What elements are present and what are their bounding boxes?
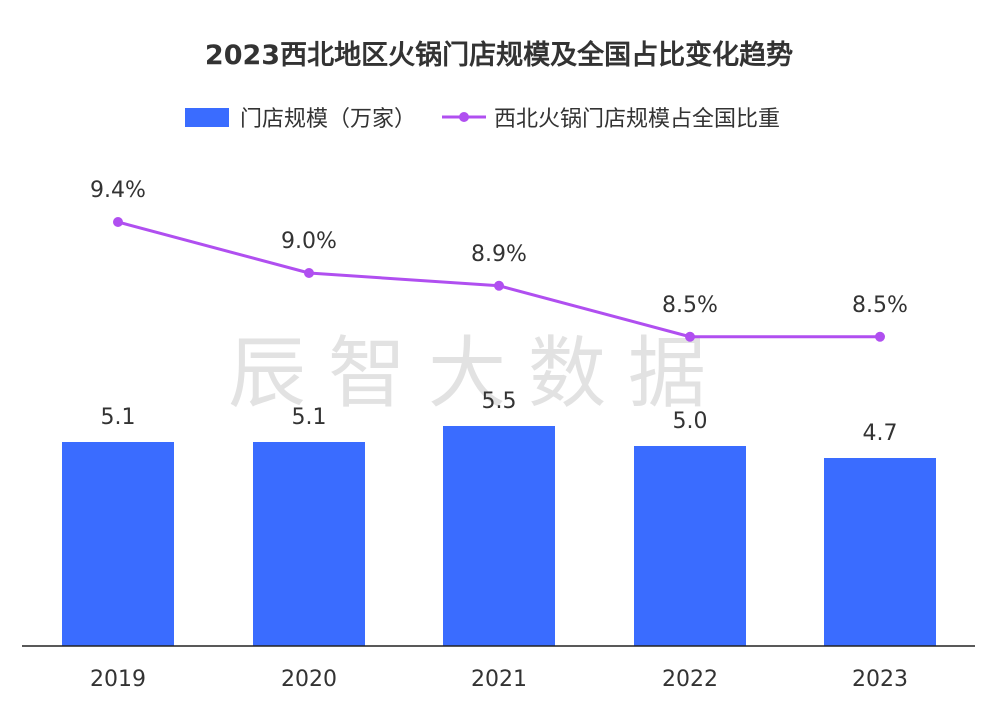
chart-title: 2023西北地区火锅门店规模及全国占比变化趋势 (205, 39, 793, 71)
line-value-label: 8.5% (852, 293, 908, 318)
legend-bar-label: 门店规模（万家） (240, 107, 416, 132)
line-value-label: 8.9% (471, 242, 527, 267)
line-value-label: 9.4% (90, 178, 146, 203)
line-series (113, 217, 885, 342)
x-tick-label: 2020 (281, 667, 337, 692)
legend-line-marker (459, 112, 469, 122)
x-tick-label: 2023 (852, 667, 908, 692)
line-point (685, 331, 695, 342)
bar (253, 442, 365, 646)
line-point (494, 280, 504, 291)
x-tick-label: 2021 (471, 667, 527, 692)
line-point (875, 331, 885, 342)
legend: 门店规模（万家） 西北火锅门店规模占全国比重 (185, 107, 780, 132)
data-labels: 5.1 5.1 5.5 5.0 4.7 9.4% 9.0% 8.9% 8.5% 8.5% (90, 178, 908, 446)
line-path (117, 220, 880, 339)
watermark: 辰智大数据 (228, 329, 728, 419)
x-axis-ticks: 2019 2020 2021 2022 2023 (90, 667, 908, 692)
bar (62, 442, 174, 646)
bar (634, 446, 746, 646)
bar-value-label: 4.7 (863, 421, 898, 446)
bar (443, 426, 555, 646)
legend-line-label: 西北火锅门店规模占全国比重 (494, 107, 780, 132)
line-value-label: 9.0% (281, 229, 337, 254)
line-value-label: 8.5% (662, 293, 718, 318)
x-tick-label: 2019 (90, 667, 146, 692)
bar (824, 458, 936, 646)
bar-value-label: 5.1 (101, 405, 136, 430)
bars (62, 426, 936, 646)
legend-bar-swatch (185, 108, 229, 127)
bar-value-label: 5.1 (292, 405, 327, 430)
line-point (304, 268, 314, 278)
bar-value-label: 5.5 (482, 389, 517, 414)
x-tick-label: 2022 (662, 667, 718, 692)
line-point (113, 217, 123, 227)
bar-value-label: 5.0 (673, 409, 708, 434)
